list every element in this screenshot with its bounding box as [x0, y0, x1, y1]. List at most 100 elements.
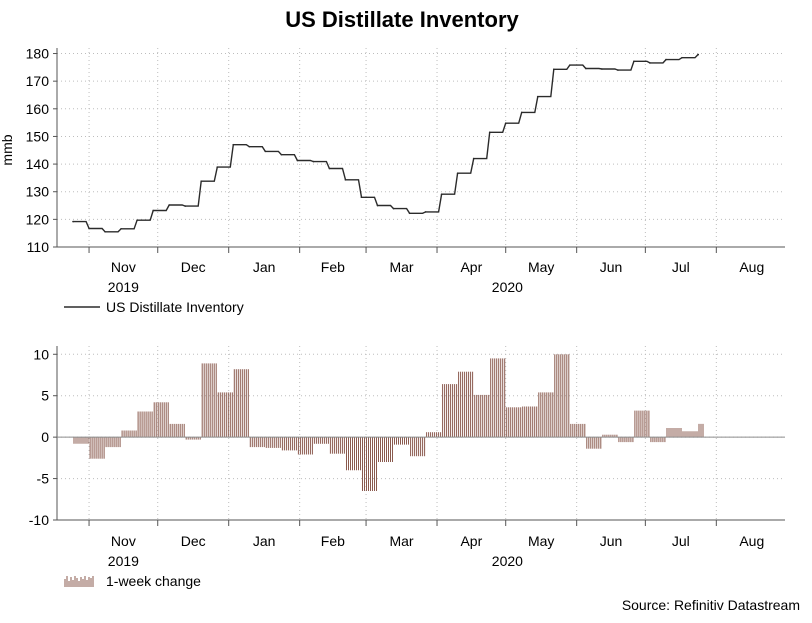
- inventory-point: [520, 111, 523, 114]
- inventory-point: [360, 196, 363, 199]
- x-tick-label-month: May: [528, 533, 554, 549]
- inventory-point: [504, 122, 507, 124]
- weekly-change-bar: [217, 392, 233, 438]
- weekly-change-bar: [698, 423, 704, 438]
- inventory-point: [536, 95, 539, 98]
- inventory-point: [184, 205, 187, 207]
- inventory-point: [216, 166, 219, 168]
- inventory-point: [392, 207, 395, 210]
- y-axis-label: mmb: [0, 134, 15, 165]
- weekly-change-bar: [682, 431, 698, 438]
- x-tick-label-month: Feb: [321, 533, 345, 549]
- inventory-point: [232, 143, 235, 146]
- inventory-point: [296, 159, 299, 162]
- inventory-point: [601, 68, 603, 70]
- inventory-point: [649, 62, 651, 64]
- weekly-change-axes: [53, 346, 785, 526]
- legend-weekly-change: 1-week change: [106, 573, 201, 589]
- weekly-change-bar: [490, 358, 506, 438]
- weekly-change-bar: [73, 437, 89, 444]
- x-tick-label-month: May: [528, 259, 554, 275]
- x-tick-label-month: Apr: [460, 259, 482, 275]
- weekly-change-bar: [586, 437, 602, 449]
- weekly-change-bar: [538, 392, 554, 438]
- y-tick-label: 0: [41, 429, 49, 445]
- weekly-change-bar: [313, 437, 329, 444]
- weekly-change-bar: [410, 437, 426, 457]
- inventory-point: [88, 227, 90, 230]
- x-tick-label-year: 2020: [492, 279, 523, 295]
- inventory-point: [569, 64, 571, 66]
- weekly-change-bar: [394, 437, 409, 445]
- x-tick-label-year: 2019: [108, 279, 139, 295]
- inventory-point: [681, 56, 683, 59]
- weekly-change-bar: [329, 437, 345, 454]
- x-tick-label-month: Aug: [739, 533, 764, 549]
- inventory-point: [248, 145, 251, 148]
- weekly-change-bar: [442, 384, 458, 438]
- weekly-change-bar: [281, 437, 297, 451]
- inventory-point: [264, 150, 267, 153]
- x-tick-label-year: 2020: [492, 553, 523, 569]
- x-tick-label-month: Aug: [739, 259, 764, 275]
- x-tick-label-month: Jan: [253, 259, 276, 275]
- y-tick-label: 150: [26, 128, 50, 144]
- inventory-point: [136, 219, 138, 221]
- inventory-point: [633, 60, 635, 63]
- weekly-change-bars: [57, 354, 785, 491]
- legend-bar-swatch: [64, 576, 94, 587]
- weekly-change-bar: [89, 437, 105, 459]
- inventory-point: [120, 227, 122, 230]
- chart-title: US Distillate Inventory: [285, 7, 519, 32]
- inventory-x-ticks: Nov Dec Jan Feb Mar Apr May Jun Jul Aug 2019 2020: [108, 259, 764, 295]
- x-tick-label-month: Feb: [321, 259, 345, 275]
- weekly-change-bar: [426, 432, 442, 438]
- inventory-point: [552, 68, 555, 71]
- x-tick-label-month: Jan: [253, 533, 276, 549]
- weekly-change-bar: [618, 437, 634, 443]
- y-tick-label: -5: [37, 471, 50, 487]
- weekly-change-bar: [634, 410, 650, 438]
- x-tick-label-month: Jun: [600, 533, 623, 549]
- x-tick-label-month: Dec: [181, 533, 206, 549]
- x-tick-label-month: Jun: [600, 259, 623, 275]
- weekly-change-bar: [458, 371, 474, 438]
- weekly-change-bar: [201, 363, 217, 438]
- inventory-point: [168, 204, 170, 206]
- x-tick-label-month: Jul: [672, 259, 690, 275]
- weekly-change-bar: [346, 437, 361, 471]
- inventory-y-ticks: 110 120 130 140 150 160 170 180: [26, 46, 50, 255]
- inventory-panel: 110 120 130 140 150 160 170 180 Nov Dec Jan Feb Mar…: [0, 46, 785, 315]
- x-tick-label-year: 2019: [108, 553, 139, 569]
- weekly-change-bar: [105, 437, 121, 448]
- inventory-axes: [53, 48, 785, 253]
- inventory-point: [440, 193, 443, 196]
- x-tick-label-month: Dec: [181, 259, 206, 275]
- x-tick-label-month: Mar: [389, 259, 413, 275]
- weekly-change-bar: [650, 437, 666, 443]
- y-tick-label: -10: [29, 512, 49, 528]
- inventory-point: [152, 209, 154, 212]
- y-tick-label: 160: [26, 101, 50, 117]
- inventory-point: [72, 220, 74, 223]
- weekly-change-bar: [554, 354, 570, 438]
- x-tick-label-month: Nov: [111, 259, 136, 275]
- inventory-point: [376, 204, 379, 207]
- y-tick-label: 180: [26, 46, 50, 62]
- weekly-change-bar: [570, 423, 586, 438]
- inventory-point: [488, 131, 491, 134]
- weekly-change-y-ticks: -10 -5 0 5 10: [29, 346, 49, 528]
- inventory-point: [312, 160, 315, 163]
- weekly-change-bar: [137, 411, 153, 438]
- weekly-change-bar: [249, 437, 265, 448]
- weekly-change-bar: [506, 407, 522, 438]
- inventory-point: [585, 67, 587, 70]
- y-tick-label: 10: [33, 346, 49, 362]
- weekly-change-bar: [522, 406, 538, 438]
- weekly-change-bar: [233, 369, 249, 438]
- weekly-change-panel: -10 -5 0 5 10 Nov Dec Jan Feb Mar Apr May Jun Jul Aug…: [29, 346, 785, 589]
- y-tick-label: 140: [26, 156, 50, 172]
- inventory-point: [328, 167, 331, 170]
- weekly-change-bar: [297, 437, 313, 455]
- inventory-grid: [57, 48, 785, 248]
